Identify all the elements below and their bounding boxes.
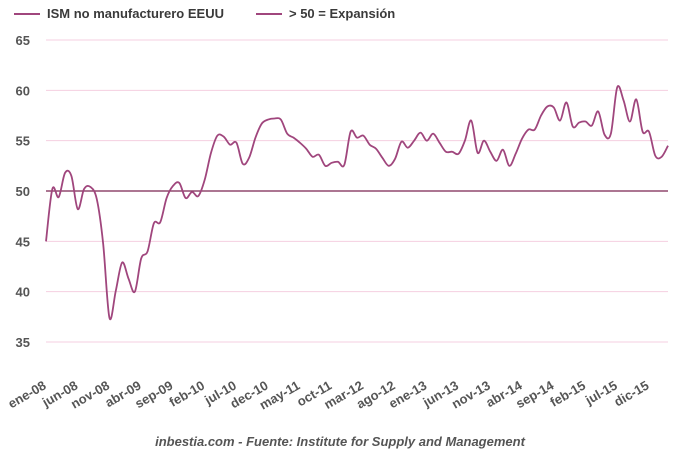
y-tick-label: 60 (16, 83, 30, 98)
x-tick-label: feb-15 (547, 378, 588, 410)
x-tick-label: feb-10 (167, 378, 208, 410)
x-tick-label: dic-15 (611, 378, 651, 410)
legend-ism-swatch (14, 12, 40, 15)
legend-threshold-swatch (256, 12, 282, 15)
y-axis-ticks: 35 40 45 50 55 60 65 (16, 33, 30, 350)
legend-threshold-label: > 50 = Expansión (289, 6, 396, 21)
source-caption: inbestia.com - Fuente: Institute for Sup… (155, 434, 525, 449)
y-tick-label: 40 (16, 285, 30, 300)
legend-threshold: > 50 = Expansión (256, 6, 395, 21)
y-tick-label: 35 (16, 335, 30, 350)
y-tick-label: 65 (16, 33, 30, 48)
ism-series-line (45, 85, 669, 321)
x-axis-ticks: ene-08jun-08nov-08abr-09sep-09feb-10jul-… (5, 377, 651, 412)
legend-ism-label: ISM no manufacturero EEUU (47, 6, 224, 21)
y-tick-label: 50 (16, 184, 30, 199)
legend-ism: ISM no manufacturero EEUU (14, 6, 224, 21)
y-tick-label: 55 (16, 134, 30, 149)
x-tick-label: jul-15 (582, 378, 620, 408)
y-tick-label: 45 (16, 234, 30, 249)
